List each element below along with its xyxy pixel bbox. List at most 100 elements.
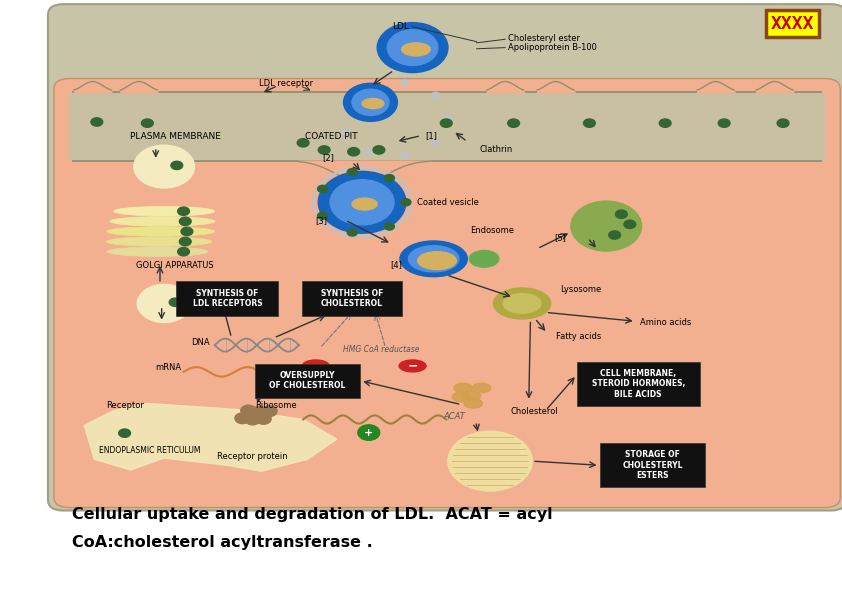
Circle shape — [317, 212, 328, 220]
Ellipse shape — [400, 241, 467, 277]
Circle shape — [330, 180, 394, 225]
Ellipse shape — [469, 250, 498, 267]
Circle shape — [252, 406, 267, 417]
Text: Coated vesicle: Coated vesicle — [417, 198, 478, 207]
Text: Receptor: Receptor — [106, 401, 143, 411]
Ellipse shape — [399, 360, 426, 372]
Circle shape — [317, 185, 328, 192]
Ellipse shape — [352, 198, 377, 210]
Text: HMG CoA reductase: HMG CoA reductase — [344, 345, 419, 355]
Text: OVERSUPPLY
OF CHOLESTEROL: OVERSUPPLY OF CHOLESTEROL — [269, 371, 345, 390]
Ellipse shape — [362, 99, 384, 109]
Text: [5]: [5] — [554, 233, 566, 243]
Text: COATED PIT: COATED PIT — [305, 132, 357, 142]
Circle shape — [384, 223, 394, 230]
Circle shape — [401, 80, 409, 86]
Text: STORAGE OF
CHOLESTERYL
ESTERS: STORAGE OF CHOLESTERYL ESTERS — [622, 450, 683, 480]
Text: mRNA: mRNA — [155, 363, 182, 372]
Text: XXXX: XXXX — [770, 15, 814, 33]
Polygon shape — [84, 403, 337, 471]
Circle shape — [365, 84, 374, 90]
Circle shape — [134, 145, 195, 188]
Ellipse shape — [464, 399, 482, 408]
Text: +: + — [365, 428, 373, 437]
Circle shape — [584, 119, 595, 127]
Ellipse shape — [402, 43, 430, 56]
Circle shape — [262, 406, 277, 416]
Ellipse shape — [454, 383, 472, 393]
Circle shape — [508, 119, 520, 127]
Text: DNA: DNA — [191, 337, 210, 347]
Circle shape — [343, 129, 351, 134]
Ellipse shape — [462, 391, 481, 400]
Text: [1]: [1] — [425, 131, 437, 140]
Text: CoA:cholesterol acyltransferase .: CoA:cholesterol acyltransferase . — [72, 535, 372, 550]
Circle shape — [624, 220, 636, 228]
Text: Cholesterol: Cholesterol — [511, 407, 558, 416]
Circle shape — [179, 237, 191, 246]
Circle shape — [352, 89, 389, 115]
Ellipse shape — [106, 237, 212, 246]
Circle shape — [318, 146, 330, 154]
Text: Clathrin: Clathrin — [480, 145, 513, 155]
Text: LDL receptor: LDL receptor — [259, 79, 313, 88]
Ellipse shape — [302, 360, 329, 372]
Text: [4]: [4] — [390, 260, 402, 270]
Circle shape — [343, 104, 351, 109]
Text: Ribosome: Ribosome — [255, 401, 297, 411]
Circle shape — [718, 119, 730, 127]
Text: −: − — [408, 359, 418, 372]
FancyBboxPatch shape — [48, 4, 842, 511]
FancyBboxPatch shape — [302, 281, 402, 316]
Circle shape — [777, 119, 789, 127]
Circle shape — [169, 298, 181, 306]
Circle shape — [241, 405, 256, 416]
Text: Amino acids: Amino acids — [640, 318, 691, 327]
Circle shape — [431, 140, 440, 146]
Circle shape — [318, 171, 406, 233]
Circle shape — [440, 119, 452, 127]
Circle shape — [609, 231, 621, 239]
Text: Apolipoprotein B-100: Apolipoprotein B-100 — [508, 43, 597, 52]
Text: Cellular uptake and degradation of LDL.  ACAT = acyl: Cellular uptake and degradation of LDL. … — [72, 507, 552, 522]
Circle shape — [348, 148, 360, 156]
Circle shape — [178, 248, 189, 256]
Circle shape — [616, 210, 627, 218]
Circle shape — [181, 227, 193, 236]
Circle shape — [365, 148, 374, 154]
Circle shape — [373, 146, 385, 154]
Circle shape — [384, 174, 394, 181]
Text: GOLGI APPARATUS: GOLGI APPARATUS — [136, 261, 214, 271]
Circle shape — [377, 23, 448, 73]
Text: −: − — [311, 359, 321, 372]
FancyBboxPatch shape — [577, 362, 700, 406]
Text: Cholesteryl ester: Cholesteryl ester — [508, 34, 580, 43]
Ellipse shape — [493, 288, 551, 319]
Circle shape — [256, 414, 271, 424]
Text: [3]: [3] — [316, 215, 328, 225]
FancyBboxPatch shape — [54, 79, 840, 508]
Circle shape — [401, 152, 409, 158]
Text: CELL MEMBRANE,
STEROID HORMONES,
BILE ACIDS: CELL MEMBRANE, STEROID HORMONES, BILE AC… — [592, 369, 685, 399]
Text: Lysosome: Lysosome — [560, 285, 601, 295]
Circle shape — [659, 119, 671, 127]
Circle shape — [178, 207, 189, 215]
FancyBboxPatch shape — [600, 443, 705, 487]
Circle shape — [235, 413, 250, 424]
Circle shape — [401, 199, 411, 206]
Circle shape — [119, 429, 131, 437]
Ellipse shape — [107, 247, 208, 256]
Circle shape — [344, 83, 397, 121]
Text: Receptor protein: Receptor protein — [217, 452, 288, 462]
Text: SYNTHESIS OF
CHOLESTEROL: SYNTHESIS OF CHOLESTEROL — [321, 289, 383, 308]
Ellipse shape — [408, 246, 459, 272]
Ellipse shape — [452, 392, 471, 402]
Ellipse shape — [114, 206, 215, 216]
Ellipse shape — [418, 252, 456, 270]
Text: ENDOPLASMIC RETICULUM: ENDOPLASMIC RETICULUM — [99, 446, 200, 455]
Text: [2]: [2] — [322, 153, 334, 162]
Circle shape — [347, 168, 357, 176]
Circle shape — [571, 201, 642, 251]
Text: PLASMA MEMBRANE: PLASMA MEMBRANE — [130, 132, 221, 142]
Text: Endosome: Endosome — [470, 226, 514, 235]
